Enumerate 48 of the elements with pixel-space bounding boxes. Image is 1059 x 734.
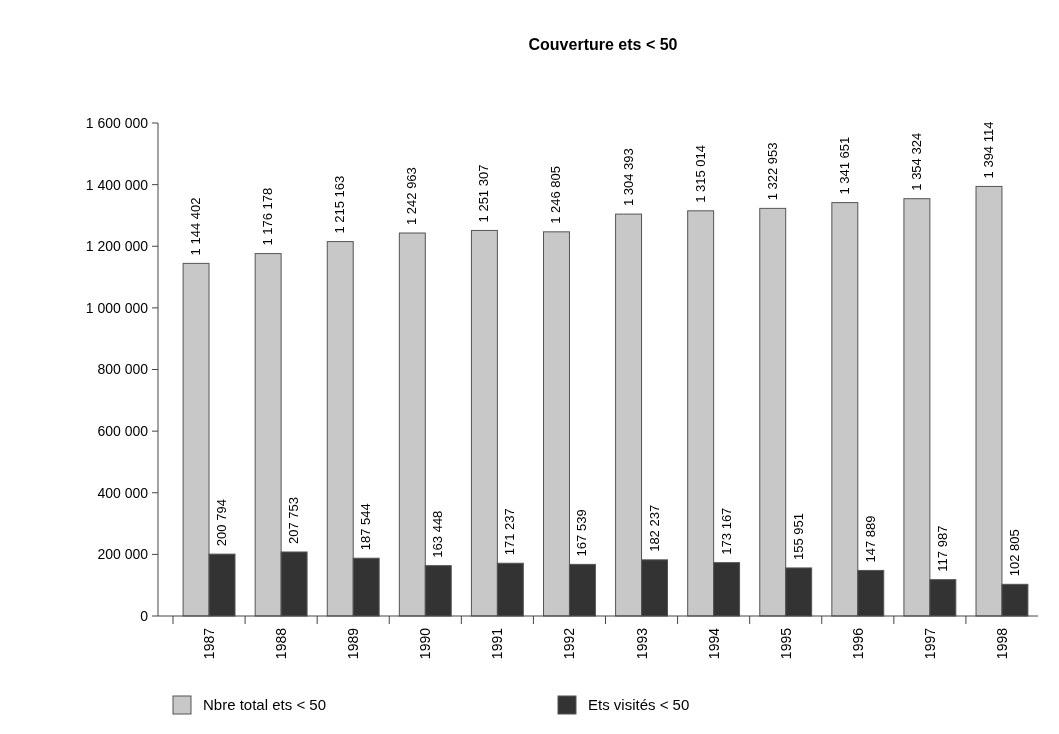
y-tick-label: 1 600 000: [85, 114, 149, 131]
chart-title: Couverture ets < 50: [528, 36, 678, 53]
data-label: 1 176 178: [260, 187, 276, 246]
legend-label: Ets visités < 50: [588, 696, 690, 714]
data-label: 1 304 393: [620, 148, 636, 207]
data-label: 1 215 163: [332, 175, 348, 234]
y-tick-label: 200 000: [97, 546, 149, 563]
data-label: 1 251 307: [476, 164, 492, 223]
data-label: 1 246 805: [548, 165, 564, 224]
y-tick-label: 400 000: [97, 484, 149, 501]
x-tick-label: 1990: [417, 627, 434, 660]
y-tick-label: 1 200 000: [85, 238, 149, 255]
data-label: 167 539: [574, 509, 590, 557]
x-tick-label: 1987: [201, 627, 218, 660]
x-tick-label: 1998: [993, 627, 1010, 660]
x-tick-label: 1995: [777, 627, 794, 660]
y-tick-label: 0: [140, 607, 149, 624]
data-label: 200 794: [214, 499, 230, 547]
legend-label: Nbre total ets < 50: [203, 696, 326, 714]
data-label: 1 144 402: [188, 197, 204, 256]
data-label: 1 315 014: [692, 144, 708, 203]
y-tick-label: 600 000: [97, 423, 149, 440]
data-label: 117 987: [934, 525, 950, 572]
x-tick-label: 1989: [345, 627, 362, 660]
data-label: 1 354 324: [908, 132, 924, 191]
x-tick-label: 1996: [849, 627, 866, 660]
data-label: 163 448: [430, 510, 446, 558]
data-label: 1 341 651: [836, 136, 852, 195]
y-tick-label: 1 000 000: [85, 299, 149, 316]
x-tick-label: 1997: [921, 627, 938, 660]
x-tick-label: 1994: [705, 627, 722, 660]
y-tick-label: 800 000: [97, 361, 149, 378]
x-tick-label: 1991: [489, 627, 506, 660]
data-label: 1 394 114: [980, 121, 996, 179]
data-label: 155 951: [790, 512, 806, 560]
data-label: 1 242 963: [404, 167, 420, 226]
data-label: 207 753: [286, 496, 302, 544]
x-tick-label: 1992: [561, 627, 578, 660]
x-tick-label: 1988: [273, 627, 290, 660]
data-label: 1 322 953: [764, 142, 780, 201]
data-label: 182 237: [646, 504, 662, 552]
data-label: 173 167: [718, 507, 734, 555]
data-label: 147 889: [862, 515, 878, 563]
data-label: 187 544: [358, 503, 374, 551]
x-tick-label: 1993: [633, 627, 650, 660]
data-label: 171 237: [502, 508, 518, 556]
data-label: 102 805: [1006, 529, 1022, 577]
y-tick-label: 1 400 000: [85, 176, 149, 193]
